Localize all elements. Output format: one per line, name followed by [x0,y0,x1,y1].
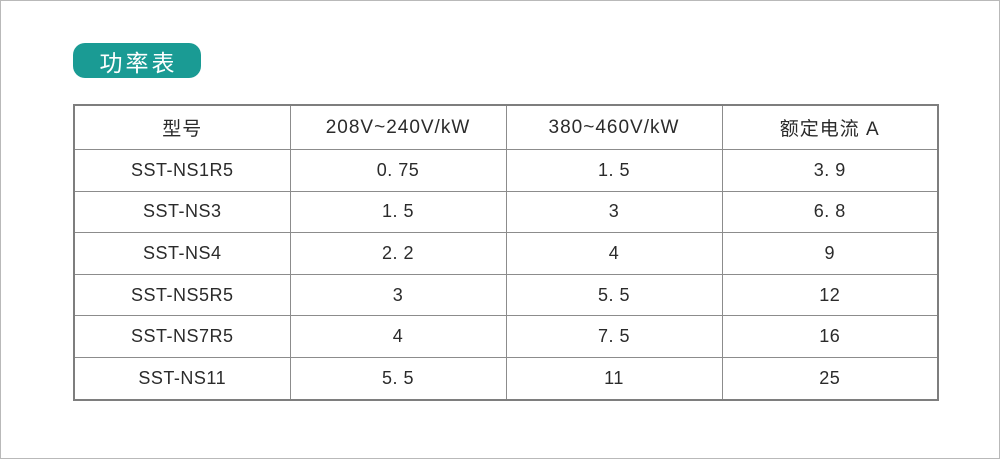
cell-kw-380-460: 11 [505,356,723,401]
cell-kw-208-240: 5. 5 [289,356,507,401]
cell-kw-380-460: 4 [505,232,723,275]
cell-kw-208-240: 2. 2 [289,232,507,275]
cell-kw-380-460: 7. 5 [505,315,723,358]
cell-rated-current: 16 [721,315,939,358]
column-header-model: 型号 [73,104,291,150]
cell-kw-208-240: 4 [289,315,507,358]
column-header-380-460v-kw: 380~460V/kW [505,104,723,150]
cell-kw-380-460: 5. 5 [505,273,723,317]
power-rating-table: 型号 208V~240V/kW 380~460V/kW 额定电流 A SST-N… [73,104,939,401]
cell-model: SST-NS4 [73,232,291,275]
page-title: 功率表 [73,43,201,78]
table-row: SST-NS7R5 4 7. 5 16 [73,315,939,358]
cell-model: SST-NS1R5 [73,149,291,192]
cell-kw-380-460: 3 [505,190,723,234]
table-row: SST-NS3 1. 5 3 6. 8 [73,190,939,234]
cell-kw-208-240: 0. 75 [289,149,507,192]
cell-model: SST-NS7R5 [73,315,291,358]
cell-kw-208-240: 1. 5 [289,190,507,234]
table-row: SST-NS1R5 0. 75 1. 5 3. 9 [73,149,939,192]
cell-rated-current: 9 [721,232,939,275]
cell-rated-current: 12 [721,273,939,317]
cell-model: SST-NS3 [73,190,291,234]
cell-kw-208-240: 3 [289,273,507,317]
column-header-208v-240v-kw: 208V~240V/kW [289,104,507,150]
table-row: SST-NS4 2. 2 4 9 [73,232,939,275]
cell-model: SST-NS5R5 [73,273,291,317]
cell-rated-current: 25 [721,356,939,401]
table-row: SST-NS11 5. 5 11 25 [73,356,939,401]
column-header-rated-current: 额定电流 A [721,104,939,150]
cell-model: SST-NS11 [73,356,291,401]
cell-rated-current: 3. 9 [721,149,939,192]
table-row: SST-NS5R5 3 5. 5 12 [73,273,939,317]
cell-kw-380-460: 1. 5 [505,149,723,192]
cell-rated-current: 6. 8 [721,190,939,234]
table-header-row: 型号 208V~240V/kW 380~460V/kW 额定电流 A [73,104,939,150]
